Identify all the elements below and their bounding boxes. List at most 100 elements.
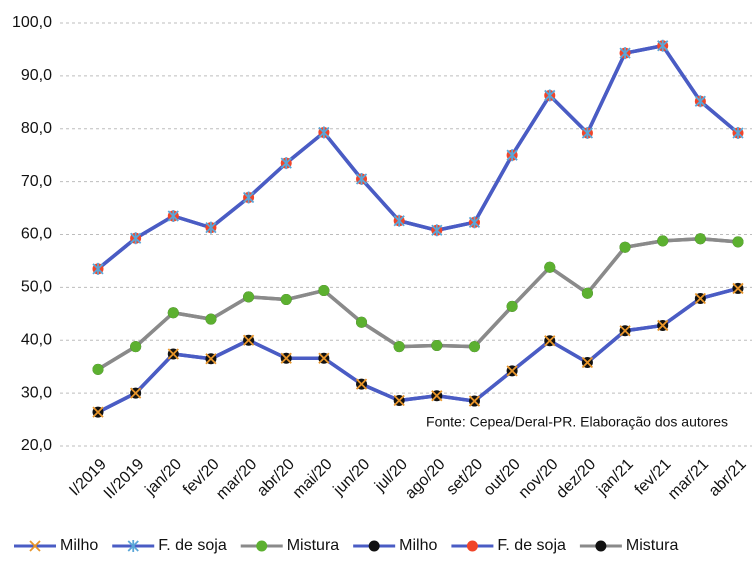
x-tick-label: jan/20 (142, 456, 186, 500)
data-point (431, 340, 443, 352)
data-point (657, 235, 669, 247)
data-point (205, 221, 217, 234)
y-tick-label: 60,0 (21, 226, 52, 243)
x-tick-label: abr/20 (254, 456, 298, 500)
legend-label: F. de soja (497, 537, 566, 554)
data-point (619, 47, 631, 60)
data-point (393, 341, 405, 353)
data-point (694, 95, 706, 108)
y-tick-label: 50,0 (21, 279, 52, 296)
data-point (130, 341, 142, 353)
data-point (732, 236, 744, 248)
data-point (130, 387, 142, 399)
x-tick-label: mar/21 (665, 456, 712, 503)
data-point (280, 157, 292, 170)
series-line (97, 236, 739, 371)
data-point (205, 353, 217, 365)
data-point-stroke (468, 395, 481, 407)
data-point-stroke (242, 334, 255, 346)
data-point (431, 390, 443, 402)
data-point (242, 334, 255, 346)
data-point (468, 341, 480, 353)
data-point (318, 126, 330, 139)
data-point-stroke (732, 282, 744, 295)
x-tick-label: jun/20 (330, 456, 374, 500)
data-point (468, 395, 481, 407)
data-point (581, 287, 593, 299)
data-point (619, 241, 631, 253)
y-tick-label: 70,0 (21, 173, 52, 190)
x-tick-label: II/2019 (101, 456, 148, 503)
data-point (694, 233, 706, 245)
legend-marker (29, 540, 41, 552)
data-point (732, 126, 744, 139)
data-point (356, 316, 368, 328)
legend-marker (256, 540, 268, 552)
data-point (92, 363, 104, 375)
x-tick-label: ago/20 (402, 456, 449, 503)
data-point (280, 294, 292, 306)
y-tick-label: 100,0 (12, 14, 52, 31)
data-point-stroke (130, 387, 142, 399)
data-point (468, 216, 481, 229)
legend-label: Milho (399, 537, 437, 554)
data-point (167, 348, 179, 360)
data-point-stroke (205, 353, 217, 365)
x-tick-label: nov/20 (516, 456, 562, 502)
data-point (393, 394, 405, 407)
data-point-stroke (355, 378, 368, 390)
data-point (581, 126, 594, 139)
legend-marker (466, 540, 478, 552)
data-point-stroke (167, 348, 179, 360)
data-point (167, 209, 179, 222)
legend-marker (368, 540, 380, 552)
y-tick-label: 30,0 (21, 384, 52, 401)
legend-label: Mistura (626, 537, 679, 554)
data-point (544, 261, 556, 273)
x-tick-label: dez/20 (553, 456, 599, 502)
series-line (97, 286, 739, 414)
data-point (355, 172, 368, 185)
data-point (280, 352, 292, 364)
legend-marker (127, 540, 139, 552)
data-point-stroke (657, 319, 669, 332)
data-point (92, 406, 104, 418)
data-point-stroke (280, 352, 292, 364)
data-point (506, 149, 518, 162)
data-point (243, 291, 255, 303)
data-point (318, 285, 330, 297)
data-point (92, 262, 104, 275)
legend-label: Mistura (287, 537, 340, 554)
data-point (732, 282, 744, 295)
data-point (657, 39, 669, 52)
y-tick-label: 40,0 (21, 331, 52, 348)
series-line (97, 236, 739, 371)
legend-marker-stroke (29, 540, 41, 552)
x-tick-label: abr/21 (706, 456, 750, 500)
legend-marker (595, 540, 607, 552)
data-point-stroke (619, 325, 631, 337)
series-line (96, 43, 740, 271)
series-line (96, 43, 740, 271)
data-point (544, 335, 556, 347)
data-point (431, 224, 443, 237)
data-point (393, 214, 405, 227)
data-point (355, 378, 368, 390)
data-point-stroke (431, 390, 443, 402)
data-point (130, 232, 142, 245)
data-point (167, 307, 179, 319)
data-point (657, 319, 669, 332)
data-point (205, 313, 217, 325)
data-point-stroke (581, 356, 594, 369)
legend-label: F. de soja (158, 537, 227, 554)
data-point (506, 365, 518, 377)
x-tick-label: mai/20 (290, 456, 336, 502)
data-point (694, 292, 706, 305)
data-point (619, 325, 631, 337)
data-point (544, 89, 556, 102)
data-point (242, 191, 255, 204)
data-point (581, 356, 594, 369)
y-tick-label: 90,0 (21, 67, 52, 84)
data-point-stroke (318, 352, 330, 364)
